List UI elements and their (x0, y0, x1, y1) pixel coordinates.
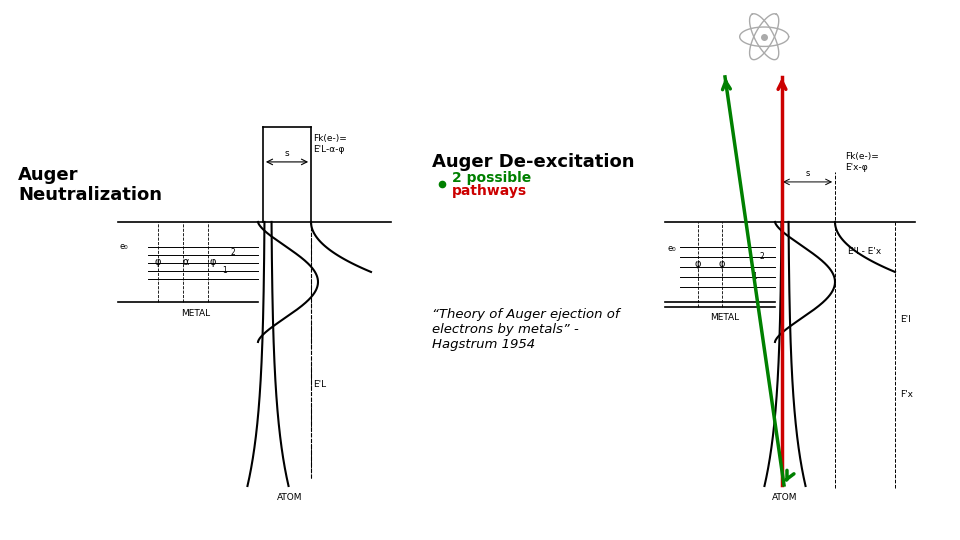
Text: “Theory of Auger ejection of
electrons by metals” -
Hagstrum 1954: “Theory of Auger ejection of electrons b… (432, 308, 619, 352)
Text: ATOM: ATOM (277, 493, 302, 502)
Text: Potential Ejection - Auger Emission: Potential Ejection - Auger Emission (17, 23, 568, 50)
Text: pathways: pathways (452, 184, 527, 198)
Text: 2: 2 (760, 252, 765, 261)
Text: E'l - E'x: E'l - E'x (848, 247, 881, 256)
Text: s: s (285, 149, 289, 158)
Text: METAL: METAL (710, 313, 739, 322)
Text: E'L: E'L (313, 381, 326, 389)
Text: Fk(e-)=
E'L-α-φ: Fk(e-)= E'L-α-φ (313, 134, 347, 153)
Text: φ: φ (209, 257, 216, 267)
Text: 1: 1 (223, 266, 228, 275)
Text: s: s (805, 169, 809, 178)
Text: F'x: F'x (900, 390, 913, 400)
Text: METAL: METAL (180, 309, 210, 318)
Text: Department of Nuclear Engineering: Department of Nuclear Engineering (802, 50, 926, 56)
Text: α: α (182, 257, 189, 267)
Text: e₀: e₀ (668, 245, 677, 253)
Text: 2: 2 (230, 248, 235, 257)
Text: φ: φ (155, 257, 161, 267)
Text: Auger
Neutralization: Auger Neutralization (18, 166, 162, 204)
Text: 2 possible: 2 possible (452, 171, 531, 185)
Text: Auger De-excitation: Auger De-excitation (432, 153, 635, 171)
Text: ATOM: ATOM (772, 493, 798, 502)
Text: Fk(e-)=
E'x-φ: Fk(e-)= E'x-φ (845, 152, 878, 172)
Text: φ: φ (695, 259, 701, 269)
Text: 1: 1 (752, 272, 756, 281)
Text: e₀: e₀ (120, 242, 129, 252)
Text: φ: φ (719, 259, 725, 269)
Text: NC STATE UNIVERSITY: NC STATE UNIVERSITY (802, 18, 931, 28)
Text: E'l: E'l (900, 315, 911, 325)
